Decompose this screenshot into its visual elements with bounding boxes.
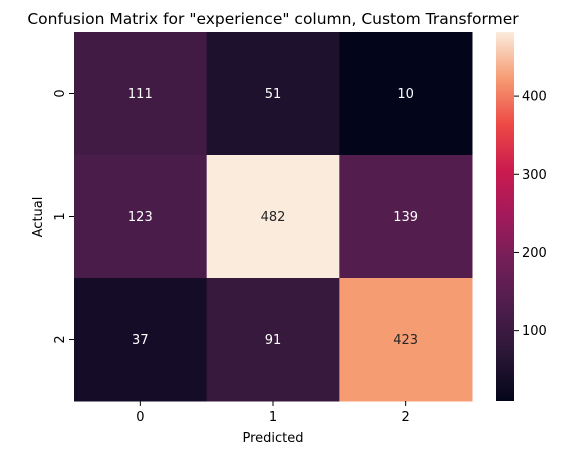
colorbar-ticks: 100 200 300 400 xyxy=(514,90,547,339)
cell-value-label-r0-c1: 51 xyxy=(265,87,282,102)
cell-value-label-r1-c1: 482 xyxy=(261,210,286,225)
heatmap-cell-r2-c2 xyxy=(339,278,473,402)
cell-value-label-r0-c0: 111 xyxy=(128,87,153,102)
heatmap-cell-r1-c2 xyxy=(339,155,473,279)
colorbar-tick-label: 100 xyxy=(522,324,547,339)
y-tick-label: 0 xyxy=(53,89,68,97)
colorbar-gradient xyxy=(496,32,514,401)
cell-value-label-r2-c0: 37 xyxy=(132,333,149,348)
x-tick-label: 1 xyxy=(269,410,277,425)
x-tick-label: 2 xyxy=(402,410,410,425)
heatmap-cell-r0-c2 xyxy=(339,32,473,156)
colorbar-tick-label: 300 xyxy=(522,168,547,183)
cell-value-label-r2-c1: 91 xyxy=(265,333,282,348)
cell-value-label-r1-c2: 139 xyxy=(393,210,418,225)
colorbar-tick-label: 400 xyxy=(522,90,547,105)
colorbar-tick-label: 200 xyxy=(522,246,547,261)
cell-value-label-r2-c2: 423 xyxy=(393,333,418,348)
y-axis: 0 1 2 xyxy=(53,89,74,344)
x-tick-label: 0 xyxy=(136,410,144,425)
heatmap-cell-r2-c0 xyxy=(74,278,208,402)
y-axis-label: Actual xyxy=(31,197,46,238)
x-axis-label: Predicted xyxy=(242,431,303,446)
heatmap-cell-r0-c0 xyxy=(74,32,208,156)
heatmap-cell-r1-c1 xyxy=(206,155,340,279)
cell-value-label-r1-c0: 123 xyxy=(128,210,153,225)
heatmap-cell-r0-c1 xyxy=(206,32,340,156)
heatmap-cell-r1-c0 xyxy=(74,155,208,279)
y-tick-label: 2 xyxy=(53,335,68,343)
heatmap-cell-r2-c1 xyxy=(206,278,340,402)
x-axis: 0 1 2 xyxy=(136,401,410,425)
chart-title: Confusion Matrix for "experience" column… xyxy=(27,10,519,28)
y-tick-label: 1 xyxy=(53,212,68,220)
colorbar xyxy=(496,32,514,401)
cell-value-label-r0-c2: 10 xyxy=(397,87,414,102)
heatmap-cells: 111 51 10 123 482 139 37 91 423 xyxy=(74,32,473,402)
